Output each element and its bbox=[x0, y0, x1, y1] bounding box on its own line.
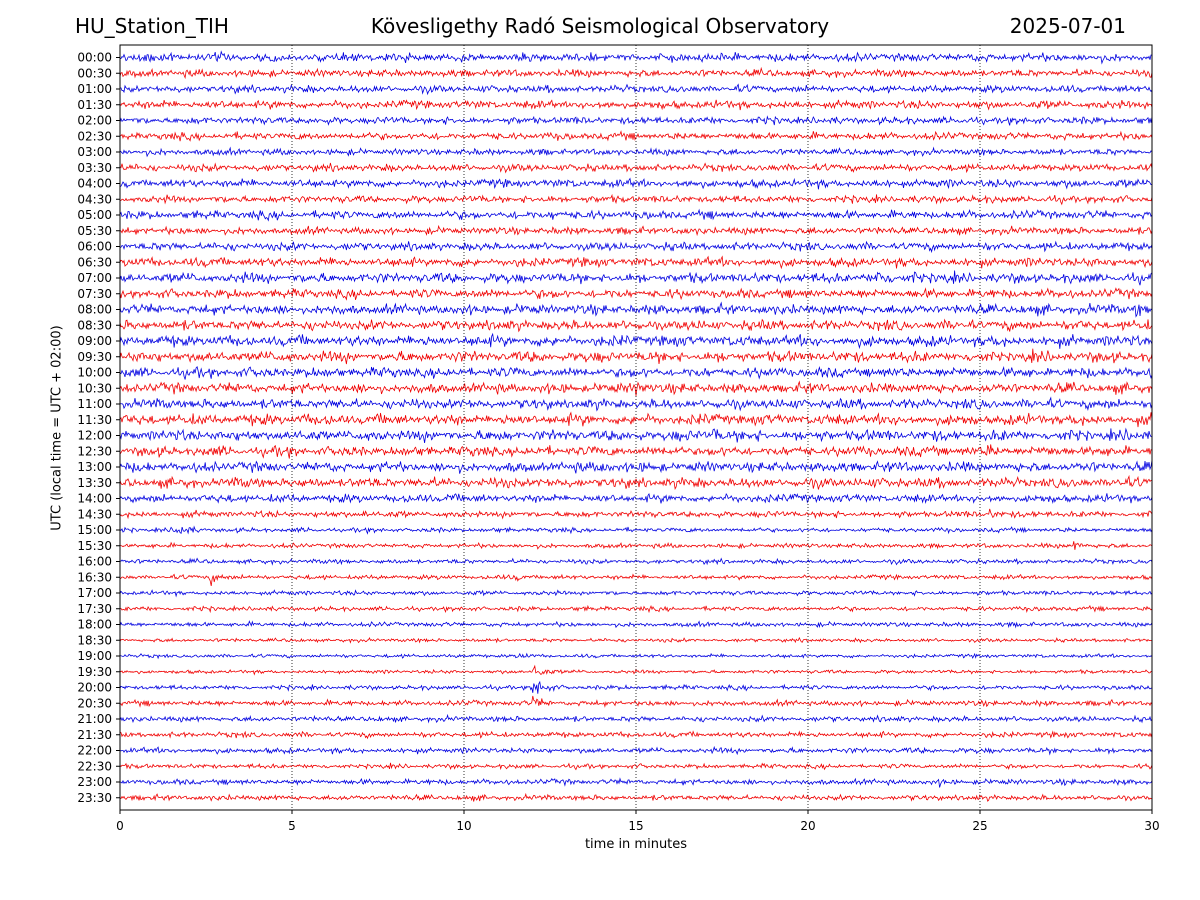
trace-0400 bbox=[120, 177, 1152, 190]
y-tick-label-0030: 00:30 bbox=[77, 66, 112, 80]
y-tick-label-1630: 16:30 bbox=[77, 570, 112, 584]
trace-1130 bbox=[120, 411, 1152, 428]
observatory-title: Kövesligethy Radó Seismological Observat… bbox=[370, 14, 830, 38]
y-tick-label-1330: 13:30 bbox=[77, 476, 112, 490]
y-tick-label-2100: 21:00 bbox=[77, 712, 112, 726]
trace-1330 bbox=[120, 474, 1152, 490]
y-tick-label-0800: 08:00 bbox=[77, 303, 112, 317]
trace-0700 bbox=[120, 270, 1152, 286]
y-tick-label-1430: 14:30 bbox=[77, 507, 112, 521]
record-date: 2025-07-01 bbox=[1009, 14, 1126, 38]
y-tick-label-0300: 03:00 bbox=[77, 145, 112, 159]
x-tick-label-20: 20 bbox=[800, 819, 815, 833]
y-tick-label-0600: 06:00 bbox=[77, 240, 112, 254]
y-tick-label-1230: 12:30 bbox=[77, 444, 112, 458]
y-tick-label-2030: 20:30 bbox=[77, 696, 112, 710]
y-tick-label-2200: 22:00 bbox=[77, 744, 112, 758]
y-tick-label-1200: 12:00 bbox=[77, 429, 112, 443]
trace-0300 bbox=[120, 146, 1152, 158]
x-tick-label-0: 0 bbox=[116, 819, 124, 833]
trace-1900 bbox=[120, 652, 1152, 660]
trace-0730 bbox=[120, 287, 1152, 301]
x-axis-label: time in minutes bbox=[584, 837, 688, 852]
x-tick-label-25: 25 bbox=[972, 819, 987, 833]
station-name: HU_Station_TIH bbox=[75, 14, 229, 38]
y-tick-label-2300: 23:00 bbox=[77, 775, 112, 789]
y-tick-label-1700: 17:00 bbox=[77, 586, 112, 600]
y-tick-label-1830: 18:30 bbox=[77, 633, 112, 647]
y-tick-label-1930: 19:30 bbox=[77, 665, 112, 679]
y-tick-label-0000: 00:00 bbox=[77, 51, 112, 65]
y-tick-label-1000: 10:00 bbox=[77, 366, 112, 380]
y-tick-label-0900: 09:00 bbox=[77, 334, 112, 348]
y-tick-label-0330: 03:30 bbox=[77, 161, 112, 175]
trace-2030 bbox=[120, 695, 1152, 708]
y-tick-label-0100: 01:00 bbox=[77, 82, 112, 96]
x-tick-label-5: 5 bbox=[288, 819, 296, 833]
y-tick-label-0430: 04:30 bbox=[77, 192, 112, 206]
y-tick-label-0130: 01:30 bbox=[77, 98, 112, 112]
trace-0530 bbox=[120, 224, 1152, 237]
y-tick-label-1500: 15:00 bbox=[77, 523, 112, 537]
trace-0930 bbox=[120, 348, 1152, 365]
y-tick-label-1130: 11:30 bbox=[77, 413, 112, 427]
x-tick-label-30: 30 bbox=[1144, 819, 1159, 833]
y-tick-label-0930: 09:30 bbox=[77, 350, 112, 364]
y-tick-label-1030: 10:30 bbox=[77, 381, 112, 395]
trace-0330 bbox=[120, 162, 1152, 174]
y-tick-label-1300: 13:00 bbox=[77, 460, 112, 474]
y-tick-label-1600: 16:00 bbox=[77, 555, 112, 569]
plot-frame bbox=[119, 44, 1153, 811]
y-tick-label-0400: 04:00 bbox=[77, 177, 112, 191]
x-tick-label-10: 10 bbox=[456, 819, 471, 833]
trace-0130 bbox=[120, 99, 1152, 111]
trace-0100 bbox=[120, 83, 1152, 96]
y-tick-label-1730: 17:30 bbox=[77, 602, 112, 616]
y-tick-label-0200: 02:00 bbox=[77, 114, 112, 128]
trace-1530 bbox=[120, 541, 1152, 550]
y-tick-label-1100: 11:00 bbox=[77, 397, 112, 411]
y-tick-label-0730: 07:30 bbox=[77, 287, 112, 301]
y-tick-label-2330: 23:30 bbox=[77, 791, 112, 805]
y-tick-label-0630: 06:30 bbox=[77, 255, 112, 269]
trace-0900 bbox=[120, 332, 1152, 350]
trace-1500 bbox=[120, 525, 1152, 535]
trace-2100 bbox=[120, 713, 1152, 724]
y-tick-label-1900: 19:00 bbox=[77, 649, 112, 663]
y-tick-label-1530: 15:30 bbox=[77, 539, 112, 553]
x-tick-label-15: 15 bbox=[628, 819, 643, 833]
trace-2300 bbox=[120, 777, 1152, 788]
trace-0500 bbox=[120, 208, 1152, 222]
y-tick-label-1400: 14:00 bbox=[77, 492, 112, 506]
trace-0630 bbox=[120, 255, 1152, 270]
trace-1830 bbox=[120, 636, 1152, 644]
y-tick-label-0830: 08:30 bbox=[77, 318, 112, 332]
y-tick-label-0230: 02:30 bbox=[77, 129, 112, 143]
y-tick-label-2230: 22:30 bbox=[77, 759, 112, 773]
y-tick-label-2000: 20:00 bbox=[77, 681, 112, 695]
trace-1000 bbox=[120, 366, 1152, 380]
y-tick-label-0500: 05:00 bbox=[77, 208, 112, 222]
y-tick-label-0530: 05:30 bbox=[77, 224, 112, 238]
y-tick-label-2130: 21:30 bbox=[77, 728, 112, 742]
trace-1930 bbox=[120, 664, 1152, 676]
y-tick-label-1800: 18:00 bbox=[77, 618, 112, 632]
y-tick-label-0700: 07:00 bbox=[77, 271, 112, 285]
